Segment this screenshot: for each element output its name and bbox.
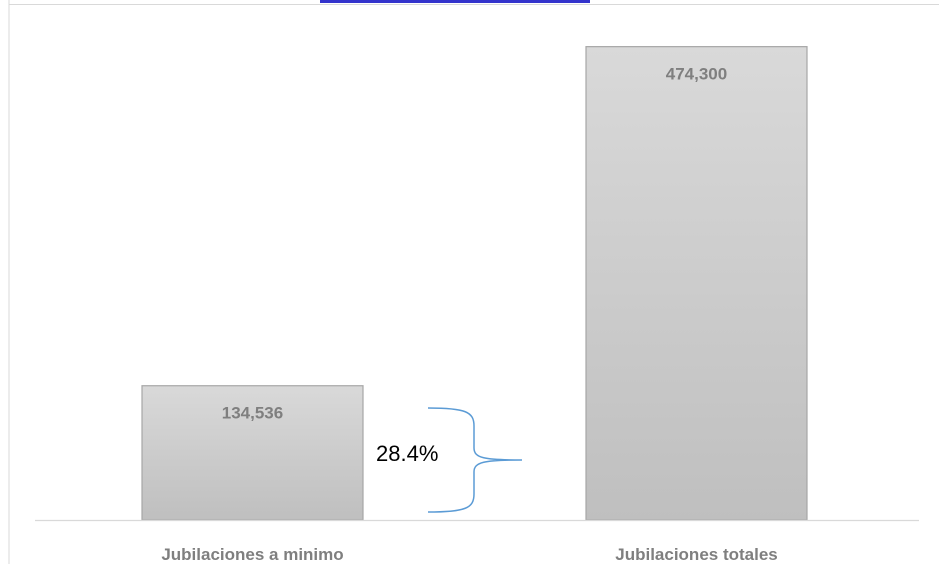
bar-1 bbox=[585, 46, 808, 521]
chart-title-cutoff bbox=[320, 0, 590, 3]
category-label-0: Jubilaciones a minimo bbox=[161, 545, 343, 564]
data-label-0: 134,536 bbox=[222, 404, 283, 423]
brace-annotation bbox=[427, 407, 523, 513]
bar-0 bbox=[141, 385, 364, 521]
annotation-label: 28.4% bbox=[376, 441, 438, 466]
category-label-1: Jubilaciones totales bbox=[615, 545, 778, 564]
data-label-1: 474,300 bbox=[666, 65, 727, 84]
